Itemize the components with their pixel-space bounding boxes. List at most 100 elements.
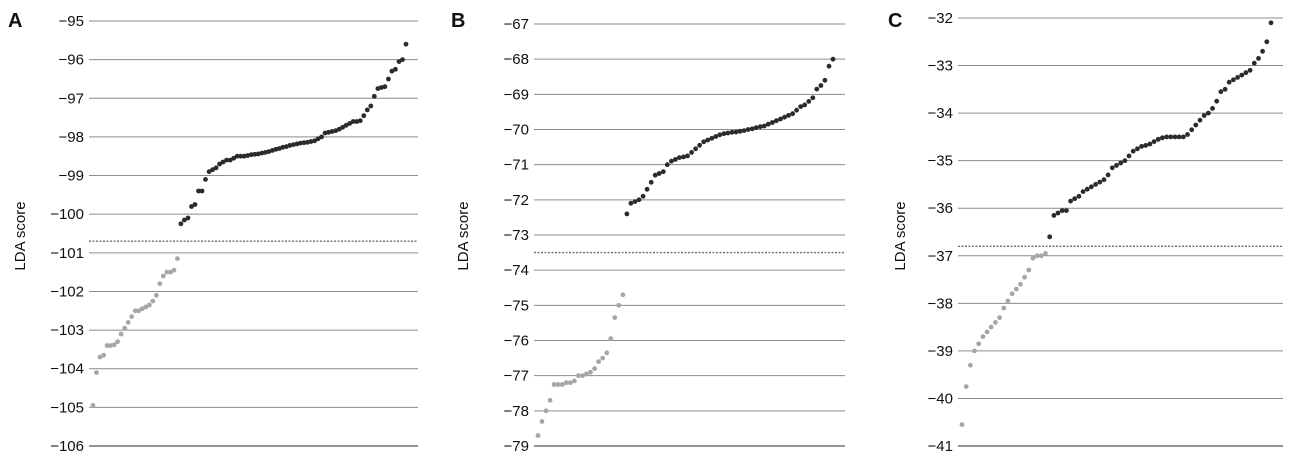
data-point	[139, 306, 145, 312]
y-tick-label: −69	[504, 86, 529, 103]
data-point	[361, 113, 367, 119]
data-point	[1030, 255, 1036, 261]
data-point	[555, 382, 561, 387]
data-point	[572, 378, 577, 384]
data-point	[1001, 305, 1007, 311]
data-point	[371, 93, 377, 99]
data-point	[814, 86, 820, 92]
data-point	[343, 122, 349, 128]
y-tick-label: −79	[504, 438, 529, 455]
data-point	[697, 142, 702, 148]
y-tick-label: −68	[504, 51, 529, 68]
data-point	[959, 422, 965, 427]
y-tick-label: −72	[504, 192, 529, 209]
data-point	[980, 334, 986, 339]
data-point	[101, 352, 106, 358]
data-point	[596, 359, 601, 364]
data-point	[984, 329, 990, 335]
data-point	[192, 202, 198, 207]
data-point	[1068, 198, 1073, 204]
data-point	[656, 171, 662, 176]
data-point	[790, 111, 795, 117]
data-point	[664, 162, 670, 168]
panel-c: C LDA score −32 −33 −34 −35 −36 −37 −38 −39 −40 −…	[860, 0, 1290, 457]
data-point	[94, 370, 99, 375]
data-point	[745, 127, 751, 132]
data-point	[1147, 141, 1153, 147]
data-point	[1009, 291, 1015, 297]
data-point	[1097, 179, 1103, 185]
y-tick-label: −102	[50, 283, 84, 300]
data-point	[1155, 136, 1161, 142]
data-point	[547, 397, 553, 403]
data-point	[632, 199, 638, 205]
data-point	[1176, 134, 1182, 140]
data-point	[822, 77, 828, 83]
data-point	[660, 169, 666, 175]
data-point	[104, 343, 110, 348]
data-point	[171, 267, 177, 273]
data-point	[1214, 98, 1220, 104]
data-point	[347, 121, 353, 126]
y-axis-label: LDA score	[12, 201, 29, 270]
data-point	[1122, 158, 1128, 164]
data-point	[206, 169, 212, 175]
data-point	[143, 304, 149, 310]
data-point	[988, 324, 994, 330]
data-point	[539, 419, 545, 424]
data-point	[1210, 106, 1215, 111]
y-tick-label: −98	[59, 129, 84, 146]
data-point	[315, 136, 321, 142]
data-point	[340, 124, 346, 130]
data-point	[231, 155, 237, 161]
y-tick-label: −70	[504, 122, 529, 139]
data-point	[725, 130, 731, 136]
data-point	[217, 161, 223, 167]
data-point	[1185, 132, 1190, 137]
data-point	[701, 139, 707, 145]
data-point	[794, 107, 799, 113]
data-point	[782, 114, 787, 120]
data-point	[644, 186, 650, 192]
data-point	[308, 139, 314, 144]
data-point	[753, 125, 759, 131]
data-point	[677, 155, 682, 161]
data-point	[1093, 182, 1098, 187]
data-point	[1026, 267, 1032, 273]
data-point	[1251, 60, 1257, 66]
panel-b: B LDA score −67 −68 −69 −70 −71 −72 −73 −74 −75 −…	[437, 0, 867, 457]
y-tick-label: −97	[59, 90, 84, 107]
data-point	[1022, 274, 1027, 280]
data-point	[1105, 172, 1111, 178]
data-point	[122, 325, 128, 331]
data-point	[227, 157, 233, 163]
data-point	[778, 116, 783, 122]
y-tick-label: −95	[59, 13, 84, 30]
y-tick-label: −99	[59, 168, 84, 185]
data-point	[1109, 165, 1115, 171]
data-point	[368, 103, 374, 109]
data-point	[997, 315, 1002, 320]
data-point	[1172, 134, 1178, 140]
y-tick-label: −39	[928, 343, 953, 360]
y-tick-label: −104	[50, 361, 84, 378]
y-tick-label: −101	[50, 245, 84, 262]
data-point	[1005, 298, 1011, 304]
data-point	[132, 308, 138, 314]
data-point	[830, 56, 836, 62]
data-point	[968, 362, 973, 368]
data-point	[1126, 153, 1132, 159]
data-point	[1235, 75, 1240, 80]
y-tick-label: −103	[50, 322, 84, 339]
data-point	[1239, 72, 1245, 78]
data-point	[1034, 253, 1040, 259]
data-point	[608, 336, 614, 342]
data-point	[234, 153, 240, 159]
y-tick-label: −35	[928, 153, 953, 170]
y-tick-label: −38	[928, 295, 953, 312]
data-point	[798, 104, 804, 109]
data-point	[393, 66, 398, 72]
data-point	[248, 152, 254, 158]
data-point	[648, 179, 654, 185]
data-point	[160, 273, 166, 279]
